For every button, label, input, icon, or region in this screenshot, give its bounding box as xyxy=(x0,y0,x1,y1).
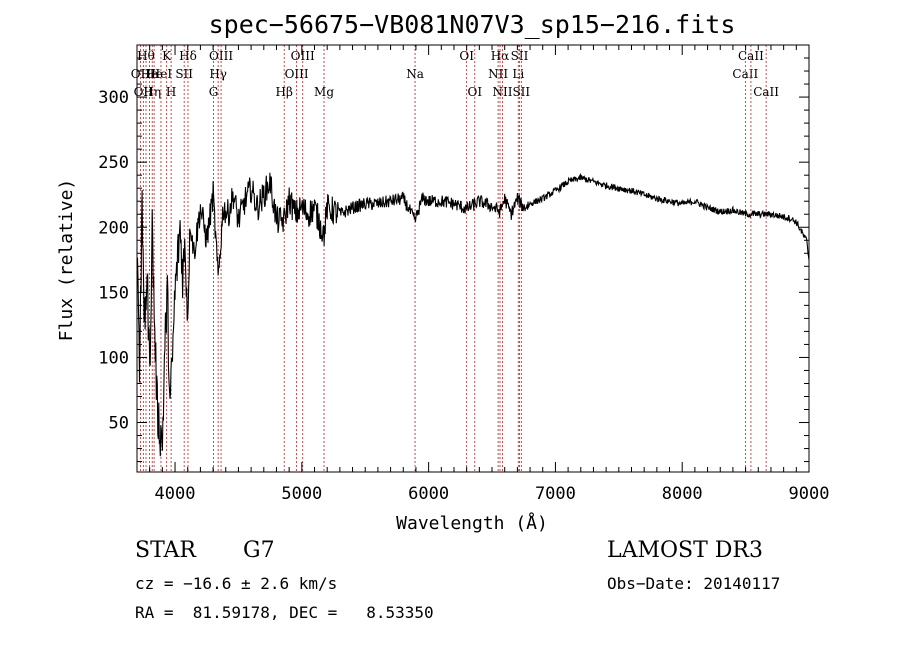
spectrum-chart: spec−56675−VB081N07V3_sp15−216.fits OII O… xyxy=(56,10,830,534)
line-marker-label: HeI xyxy=(150,67,173,81)
line-marker-label: He xyxy=(145,67,163,81)
x-tick-label: 9000 xyxy=(789,484,830,504)
coordinates-readout: RA = 81.59178, DEC = 8.53350 xyxy=(135,603,434,622)
x-tick-label: 4000 xyxy=(155,484,196,504)
line-marker-label: Mg xyxy=(314,85,334,99)
line-marker-label: Hη xyxy=(143,85,161,99)
y-tick-label: 300 xyxy=(98,88,129,108)
line-marker-label: OIII xyxy=(291,49,315,63)
line-marker-label: SII xyxy=(512,85,530,99)
line-marker-label: OIII xyxy=(285,67,309,81)
line-marker-label: G xyxy=(209,85,219,99)
line-marker-label: SII xyxy=(175,67,193,81)
y-axis-label: Flux (relative) xyxy=(56,179,77,342)
line-marker-label: CaII xyxy=(753,85,779,99)
line-marker-label: OI xyxy=(467,85,482,99)
x-tick-label: 6000 xyxy=(408,484,449,504)
line-marker-label: Hθ xyxy=(137,49,155,63)
line-marker-label: OIII xyxy=(209,49,233,63)
line-marker-label: NII xyxy=(493,85,513,99)
chart-title: spec−56675−VB081N07V3_sp15−216.fits xyxy=(209,10,736,39)
series-layer xyxy=(136,172,810,457)
line-marker-label: Hδ xyxy=(179,49,197,63)
line-marker-label: Hγ xyxy=(209,67,227,81)
observation-date: Obs−Date: 20140117 xyxy=(607,574,781,593)
redshift-readout: cz = −16.6 ± 2.6 km/s xyxy=(135,574,338,593)
line-marker-label: CaII xyxy=(738,49,764,63)
object-subclass: G7 xyxy=(243,538,275,563)
spectrum-series-line xyxy=(136,172,810,457)
axes: 4000 5000 6000 7000 8000 9000 50 100 150 200 250 30… xyxy=(98,44,830,504)
line-marker-label: Na xyxy=(406,67,424,81)
line-marker-label: K xyxy=(162,49,172,63)
y-tick-label: 100 xyxy=(98,348,129,368)
line-marker-label: Hβ xyxy=(276,85,293,99)
line-marker-label: SII xyxy=(511,49,529,63)
line-marker-label: Li xyxy=(512,67,524,81)
x-tick-label: 5000 xyxy=(281,484,322,504)
survey-name: LAMOST DR3 xyxy=(607,538,763,563)
line-marker-label: OI xyxy=(459,49,474,63)
y-tick-label: 200 xyxy=(98,218,129,238)
y-tick-label: 250 xyxy=(98,153,129,173)
line-marker-label: CaII xyxy=(732,67,758,81)
x-tick-label: 7000 xyxy=(535,484,576,504)
x-tick-label: 8000 xyxy=(662,484,703,504)
line-marker-label: OII xyxy=(134,85,154,99)
line-marker-label: H xyxy=(166,85,176,99)
line-marker-label: NII xyxy=(488,67,508,81)
line-marker-label: Hα xyxy=(491,49,510,63)
line-marker-label: OII xyxy=(131,67,151,81)
y-tick-label: 150 xyxy=(98,283,129,303)
x-axis-label: Wavelength (Å) xyxy=(396,512,548,534)
y-tick-label: 50 xyxy=(109,414,129,434)
object-class: STAR xyxy=(135,538,196,563)
plot-frame xyxy=(136,44,810,473)
spectral-line-markers: OIIOIIHθHeHηHeHeIKHSIIHδGHγOIIIHβOIIIOII… xyxy=(131,45,779,472)
